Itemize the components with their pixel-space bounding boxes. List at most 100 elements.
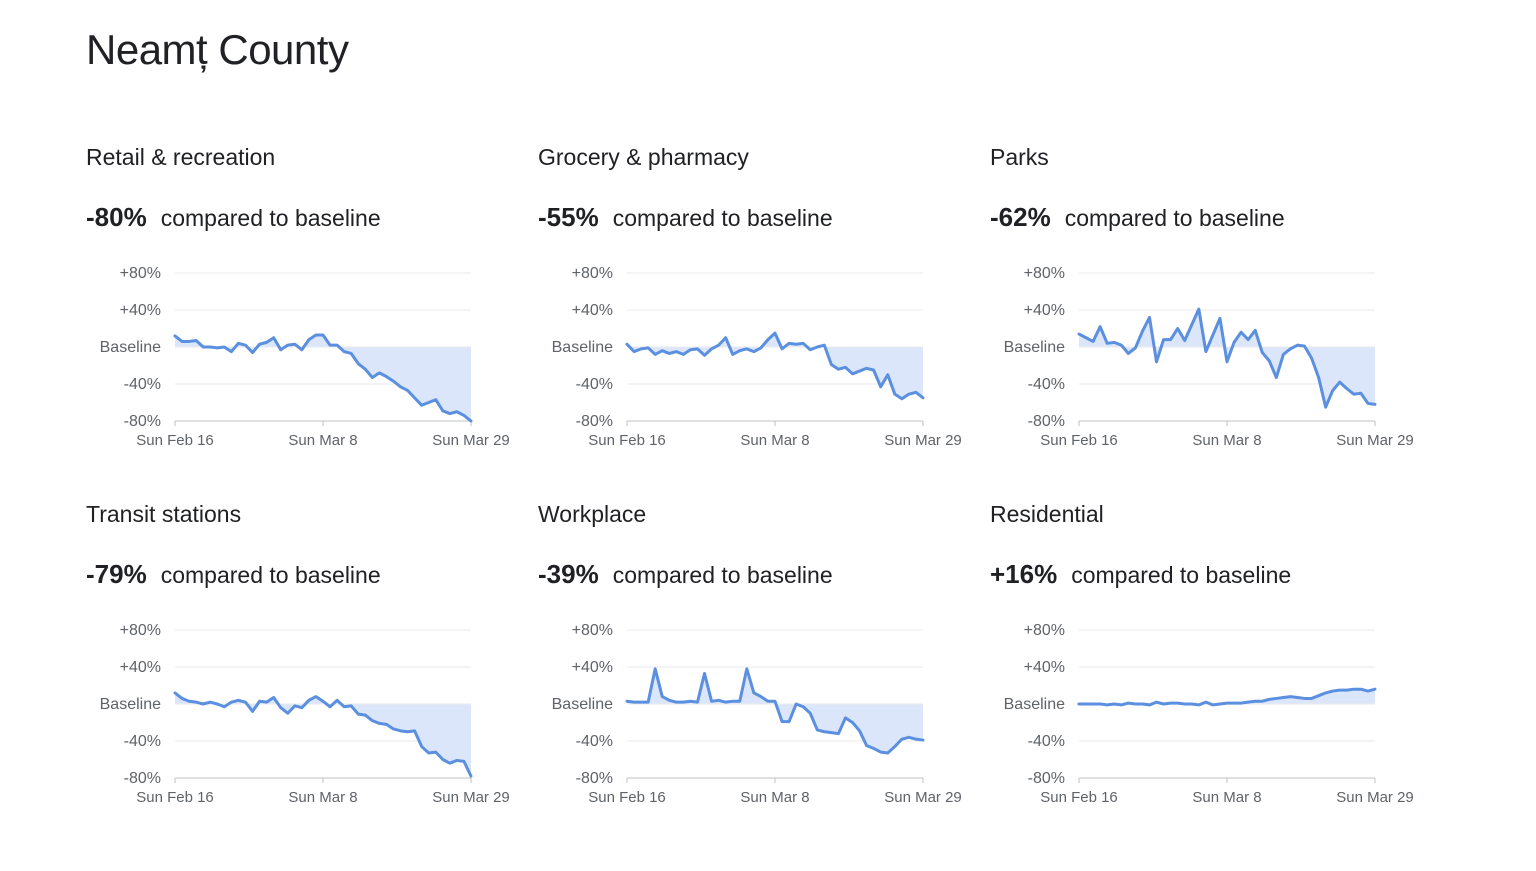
data-point	[724, 336, 727, 339]
y-tick-label: +40%	[120, 659, 161, 676]
data-point	[767, 338, 770, 341]
panel-stat: -55% compared to baseline	[538, 202, 833, 233]
data-point	[336, 344, 339, 347]
data-point	[315, 334, 318, 337]
data-point	[731, 700, 734, 703]
data-point	[626, 343, 629, 346]
data-point	[1282, 353, 1285, 356]
data-point	[1360, 392, 1363, 395]
data-point	[463, 414, 466, 417]
baseline-fill	[627, 333, 923, 399]
data-point	[1268, 359, 1271, 362]
data-point	[470, 420, 473, 423]
data-point	[399, 729, 402, 732]
data-point	[872, 747, 875, 750]
data-point	[1197, 308, 1200, 311]
data-point	[844, 716, 847, 719]
data-point	[696, 347, 699, 350]
panel-residential: Residential +16% compared to baseline +80…	[990, 501, 1442, 831]
data-point	[710, 700, 713, 703]
data-point	[872, 369, 875, 372]
data-point	[823, 344, 826, 347]
data-point	[371, 376, 374, 379]
data-point	[223, 705, 226, 708]
data-point	[378, 722, 381, 725]
y-tick-label: Baseline	[552, 696, 613, 713]
data-point	[915, 738, 918, 741]
data-point	[745, 667, 748, 670]
data-point	[893, 745, 896, 748]
data-point	[1303, 345, 1306, 348]
data-point	[470, 775, 473, 778]
data-point	[265, 701, 268, 704]
data-point	[448, 412, 451, 415]
data-point	[441, 409, 444, 412]
data-point	[1345, 387, 1348, 390]
data-point	[195, 339, 198, 342]
x-tick-label: Sun Mar 8	[740, 789, 809, 806]
data-point	[174, 335, 177, 338]
line-chart-residential: +80% +40% Baseline -40% -80% Sun Feb 16 Sun Ma…	[1004, 622, 1414, 806]
data-point	[223, 346, 226, 349]
data-point	[1085, 336, 1088, 339]
y-tick-label: Baseline	[1004, 696, 1065, 713]
data-point	[202, 346, 205, 349]
panel-title: Transit stations	[86, 501, 242, 527]
data-point	[922, 739, 925, 742]
data-point	[1233, 702, 1236, 705]
data-point	[696, 701, 699, 704]
baseline-fill	[1079, 689, 1375, 705]
baseline-fill	[175, 692, 471, 777]
panel-parks: Parks -62% compared to baseline +80% +40% B…	[990, 144, 1442, 474]
y-tick-label: -80%	[1028, 770, 1065, 787]
y-tick-label: +40%	[120, 302, 161, 319]
data-point	[456, 410, 459, 413]
x-tick-label: Sun Mar 29	[884, 432, 962, 449]
data-point	[654, 353, 657, 356]
data-point	[717, 344, 720, 347]
data-point	[886, 752, 889, 755]
data-point	[731, 353, 734, 356]
data-point	[1141, 330, 1144, 333]
y-tick-label: +80%	[572, 265, 613, 282]
data-point	[724, 701, 727, 704]
change-value: -79%	[86, 559, 147, 589]
data-point	[1204, 350, 1207, 353]
x-tick-label: Sun Feb 16	[588, 789, 666, 806]
data-point	[244, 344, 247, 347]
data-point	[315, 695, 318, 698]
data-point	[1317, 376, 1320, 379]
x-tick-label: Sun Mar 29	[1336, 789, 1414, 806]
data-point	[293, 704, 296, 707]
data-point	[244, 701, 247, 704]
series-line	[1077, 307, 1377, 409]
data-point	[633, 701, 636, 704]
baseline-fill	[627, 668, 923, 754]
data-point	[795, 343, 798, 346]
data-point	[816, 729, 819, 732]
data-point	[1134, 703, 1137, 706]
data-point	[802, 705, 805, 708]
x-tick-label: Sun Feb 16	[1040, 432, 1118, 449]
data-point	[1289, 347, 1292, 350]
data-point	[1134, 347, 1137, 350]
data-point	[633, 350, 636, 353]
y-tick-label: Baseline	[552, 339, 613, 356]
data-point	[300, 706, 303, 709]
data-point	[181, 340, 184, 343]
data-point	[647, 347, 650, 350]
data-point	[689, 348, 692, 351]
data-point	[1233, 341, 1236, 344]
data-point	[195, 701, 198, 704]
data-point	[675, 701, 678, 704]
data-point	[809, 712, 812, 715]
data-point	[350, 352, 353, 355]
y-tick-label: -40%	[1028, 733, 1065, 750]
data-point	[427, 752, 430, 755]
data-point	[420, 404, 423, 407]
panel-title: Parks	[990, 144, 1049, 170]
y-tick-label: -80%	[576, 770, 613, 787]
line-chart-parks: +80% +40% Baseline -40% -80% Sun Feb 16 Sun Ma…	[1004, 265, 1414, 449]
data-point	[865, 367, 868, 370]
data-point	[279, 348, 282, 351]
